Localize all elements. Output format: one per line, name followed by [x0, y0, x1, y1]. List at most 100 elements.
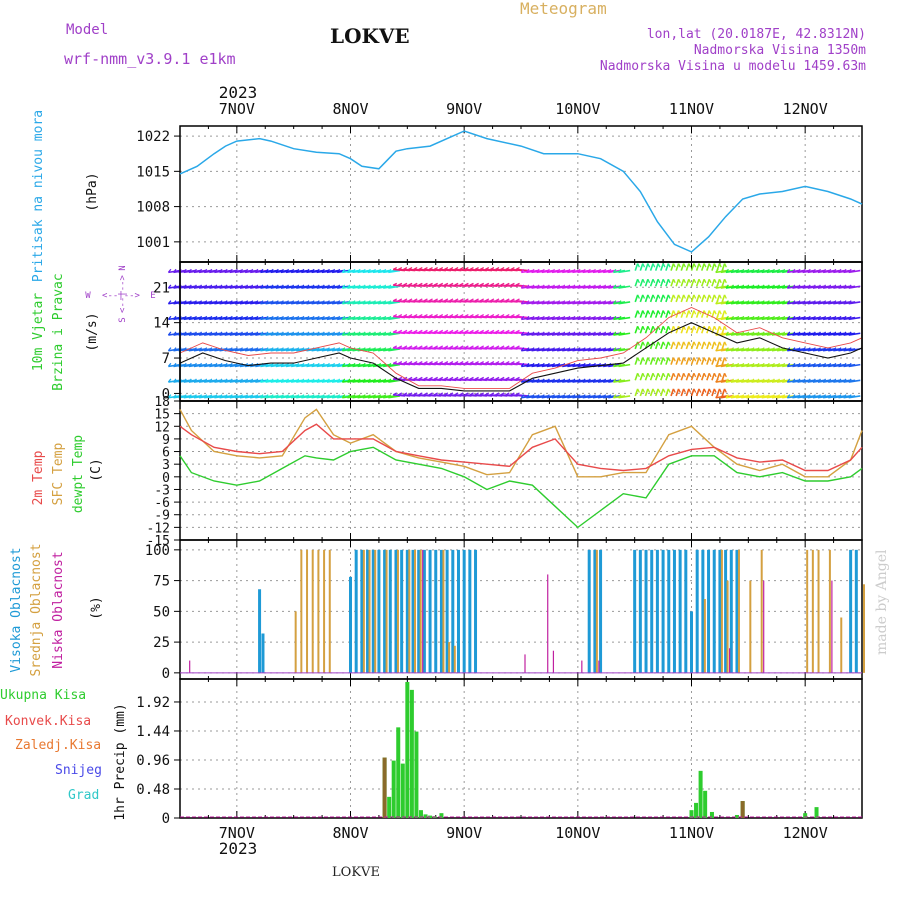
wind-arrow-head-247 — [234, 300, 238, 305]
wind-arrow-head-1373 — [556, 362, 561, 367]
wind-arrow-head-169 — [213, 347, 218, 352]
wind-arrow-head-771 — [382, 284, 387, 289]
wind-arrow-1598 — [618, 285, 631, 289]
wind-arrow-head-17 — [167, 268, 172, 273]
wind-arrow-head-1887 — [713, 278, 717, 284]
wind-arrow-1710 — [665, 388, 670, 397]
wind-arrow-head-905 — [423, 361, 428, 365]
wind-arrow-head-1565 — [607, 268, 612, 273]
wind-arrow-head-1313 — [536, 268, 540, 273]
wind-arrow-head-659 — [352, 315, 356, 320]
total-precip-bar-3 — [396, 727, 401, 818]
wind-arrow-head-451 — [295, 394, 300, 399]
wind-arrow-1594 — [618, 316, 631, 321]
wind-arrow-head-297 — [249, 331, 254, 336]
wind-arrow-1690 — [654, 263, 659, 271]
wind-arrow-head-893 — [418, 314, 423, 318]
wind-arrow-head-369 — [270, 331, 274, 336]
wind-arrow-head-127 — [203, 394, 208, 399]
wind-arrow-head-1623 — [642, 372, 646, 378]
wind-arrow-head-559 — [326, 394, 330, 399]
wind-arrow-head-1745 — [672, 263, 676, 268]
wind-arrow-head-1389 — [561, 378, 566, 383]
wind-arrow-head-81 — [188, 331, 192, 336]
wind-arrow-head-895 — [418, 298, 423, 302]
wind-arrow-head-889 — [418, 345, 423, 349]
wind-arrow-1870 — [706, 263, 711, 271]
wind-arrow-head-319 — [254, 300, 259, 305]
wind-arrow-head-103 — [193, 300, 197, 305]
wind-arrow-1728 — [670, 388, 675, 397]
wind-arrow-head-1107 — [479, 329, 485, 333]
wind-arrow-head-1257 — [520, 284, 525, 289]
wind-arrow-head-1375 — [556, 347, 561, 352]
wind-arrow-head-1007 — [449, 267, 454, 271]
wind-arrow-head-1631 — [642, 310, 646, 315]
wind-arrow-head-1285 — [531, 347, 535, 352]
wind-arrow-head-245 — [234, 315, 238, 320]
wind-arrow-1234 — [515, 315, 528, 319]
wind-arrow-head-1087 — [474, 345, 479, 349]
wind-arrow-head-1523 — [597, 315, 602, 320]
wind-arrow-1878 — [711, 341, 716, 350]
wind-arrow-head-2259 — [807, 331, 811, 336]
wind-arrow-head-911 — [423, 314, 428, 318]
wind-arrow-1754 — [675, 325, 680, 334]
wind-arrow-head-1269 — [525, 331, 530, 336]
wind-arrow-head-227 — [229, 315, 233, 320]
wind-arrow-head-941 — [433, 361, 438, 365]
wind-arrow-head-2055 — [750, 378, 755, 383]
wind-arrow-head-405 — [280, 331, 284, 336]
pressure-unit: (hPa) — [85, 172, 100, 211]
wind-arrow-head-1797 — [688, 278, 692, 284]
wind-arrow-head-161 — [208, 268, 213, 273]
wind-arrow-head-2353 — [832, 300, 837, 305]
wind-arrow-head-883 — [418, 392, 423, 396]
wind-arrow-head-2243 — [802, 315, 806, 320]
wind-arrow-head-1089 — [474, 329, 479, 333]
wind-arrow-head-855 — [408, 329, 413, 333]
wind-arrow-head-1933 — [715, 347, 719, 352]
wind-arrow-head-133 — [203, 347, 208, 352]
wind-arrow-1694 — [660, 372, 665, 381]
footer-station: LOKVE — [332, 865, 380, 880]
wind-arrow-head-555 — [321, 284, 325, 289]
wind-arrow-head-2109 — [766, 378, 770, 383]
wind-arrow-head-1231 — [515, 345, 520, 349]
wind-arrow-head-647 — [346, 268, 351, 273]
wind-arrow-head-1225 — [515, 392, 520, 396]
wind-arrow-head-479 — [300, 315, 305, 320]
wind-arrow-head-2325 — [827, 378, 832, 383]
wind-arrow-head-1151 — [490, 267, 495, 271]
wind-arrow-head-1103 — [479, 361, 485, 365]
wind-arrow-head-483 — [300, 284, 305, 289]
wind-arrow-head-313 — [254, 347, 259, 352]
wind-arrow-head-379 — [275, 394, 279, 399]
wind-arrow-head-1959 — [720, 284, 724, 289]
wind-arrow-head-981 — [444, 329, 449, 333]
wind-arrow-head-927 — [428, 329, 433, 333]
wind-arrow-head-1357 — [551, 347, 556, 352]
wind-arrow-1832 — [695, 278, 700, 287]
wind-arrow-head-2321 — [822, 268, 827, 273]
wind-arrow-head-2315 — [822, 315, 827, 320]
wind-arrow-head-619 — [341, 347, 346, 352]
wind-arrow-head-891 — [418, 329, 423, 333]
wind-arrow-head-1939 — [715, 300, 719, 305]
wind-arrow-head-2291 — [817, 362, 821, 367]
wind-arrow-head-425 — [285, 315, 290, 320]
wind-arrow-head-1079 — [469, 267, 474, 271]
wind-arrow-head-985 — [444, 298, 449, 302]
wind-arrow-head-2123 — [766, 268, 770, 273]
wind-arrow-head-649 — [352, 394, 356, 399]
wind-arrow-head-1661 — [652, 357, 656, 362]
wind-arrow-head-1981 — [730, 394, 735, 399]
wind-arrow-head-1999 — [735, 394, 740, 399]
wind-arrow-head-495 — [305, 331, 310, 336]
wind-arrow-head-477 — [300, 331, 305, 336]
wind-arrow-head-743 — [377, 362, 382, 367]
wind-arrow-1782 — [685, 388, 690, 397]
wind-arrow-head-1479 — [587, 378, 591, 383]
day-label-top-4: 11NOV — [669, 100, 714, 118]
wind-arrow-head-1619 — [637, 263, 640, 268]
